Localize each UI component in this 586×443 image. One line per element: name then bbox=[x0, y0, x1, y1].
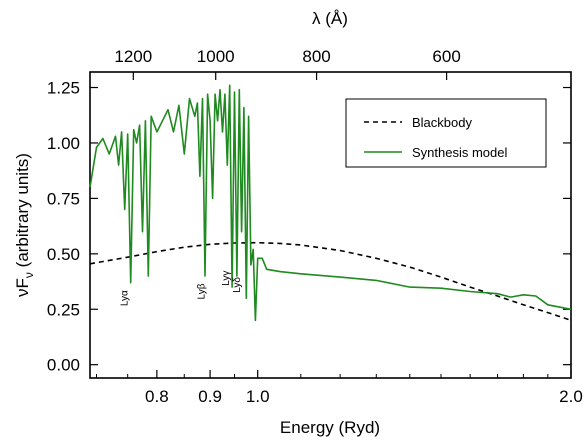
plot-frame bbox=[89, 71, 572, 379]
annotation-label: Lyβ bbox=[197, 283, 208, 299]
x-tick-label: 1.0 bbox=[246, 387, 270, 406]
series-line-blackbody bbox=[89, 241, 572, 322]
x-axis-title: Energy (Ryd) bbox=[280, 418, 380, 437]
annotation-label: Lyδ bbox=[232, 277, 243, 293]
series-line-synthesis-model bbox=[89, 84, 572, 322]
annotation-label: Lyα bbox=[120, 290, 131, 306]
y-tick-label: 1.00 bbox=[47, 134, 80, 153]
series-layer bbox=[89, 84, 572, 322]
y-axis-title: νFν (arbitrary units) bbox=[13, 153, 36, 297]
top-tick-label: 1200 bbox=[114, 47, 152, 66]
legend-label-synthesis-model: Synthesis model bbox=[412, 145, 507, 160]
top-axis-title: λ (Å) bbox=[312, 9, 348, 28]
annotation-layer: Lyα Lyβ Lyγ Lyδ bbox=[120, 271, 244, 307]
y-tick-label: 0.50 bbox=[47, 245, 80, 264]
legend-label-blackbody: Blackbody bbox=[412, 115, 472, 130]
annotation-label: Lyγ bbox=[221, 271, 232, 286]
legend-box bbox=[345, 98, 547, 168]
top-tick-label: 600 bbox=[432, 47, 460, 66]
legend: Blackbody Synthesis model bbox=[345, 98, 547, 168]
x-tick-label: 0.9 bbox=[198, 387, 222, 406]
y-tick-label: 0.75 bbox=[47, 189, 80, 208]
x-tick-label: 0.8 bbox=[145, 387, 169, 406]
y-tick-label: 0.00 bbox=[47, 356, 80, 375]
y-tick-label: 1.25 bbox=[47, 79, 80, 98]
y-tick-label: 0.25 bbox=[47, 300, 80, 319]
ticks: 0.8 0.9 1.0 2.0 1200 1000 800 600 0.00 0.25 0.50 0.… bbox=[47, 47, 583, 406]
x-tick-label: 2.0 bbox=[559, 387, 583, 406]
top-tick-label: 1000 bbox=[197, 47, 235, 66]
top-tick-label: 800 bbox=[302, 47, 330, 66]
